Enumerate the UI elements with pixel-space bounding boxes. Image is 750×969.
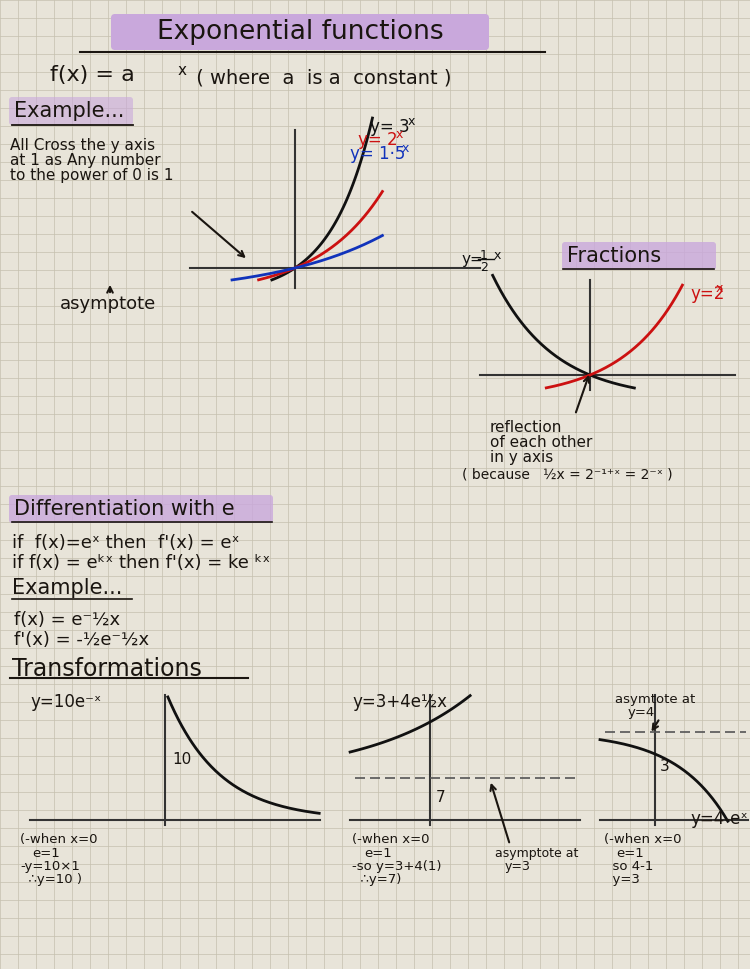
Text: y= 1·5: y= 1·5	[350, 145, 405, 163]
Text: x: x	[494, 249, 501, 262]
Text: ∴y=10 ): ∴y=10 )	[20, 873, 82, 886]
Text: 3: 3	[660, 759, 670, 774]
Text: asymptote at: asymptote at	[495, 847, 578, 860]
Text: y=4: y=4	[628, 706, 656, 719]
FancyBboxPatch shape	[9, 495, 273, 523]
Text: y=3: y=3	[505, 860, 531, 873]
Text: f'(x) = -½e⁻½x: f'(x) = -½e⁻½x	[14, 631, 149, 649]
Text: y= 2: y= 2	[358, 131, 398, 149]
Text: y=2: y=2	[690, 285, 724, 303]
Text: ( because   ½x = 2⁻¹⁺ˣ = 2⁻ˣ ): ( because ½x = 2⁻¹⁺ˣ = 2⁻ˣ )	[462, 467, 673, 481]
Text: if  f(x)=eˣ then  f'(x) = eˣ: if f(x)=eˣ then f'(x) = eˣ	[12, 534, 239, 552]
Text: x: x	[178, 63, 187, 78]
Text: (-when x=0: (-when x=0	[352, 833, 430, 846]
Text: x: x	[396, 128, 404, 141]
Text: Exponential functions: Exponential functions	[157, 19, 443, 45]
Text: x: x	[402, 142, 410, 155]
Text: (-when x=0: (-when x=0	[604, 833, 682, 846]
Text: y=10e⁻ˣ: y=10e⁻ˣ	[30, 693, 101, 711]
Text: reflection: reflection	[490, 420, 562, 435]
Text: y=4-eˣ: y=4-eˣ	[690, 810, 748, 828]
Text: in y axis: in y axis	[490, 450, 554, 465]
Text: 2: 2	[480, 261, 488, 274]
Text: at 1 as Any number: at 1 as Any number	[10, 153, 160, 168]
Text: y= 3: y= 3	[370, 118, 410, 136]
Text: y=3: y=3	[604, 873, 640, 886]
Text: of each other: of each other	[490, 435, 592, 450]
Text: f(x) = e⁻½x: f(x) = e⁻½x	[14, 611, 120, 629]
FancyBboxPatch shape	[9, 97, 133, 125]
Text: y=3+4e½x: y=3+4e½x	[352, 693, 447, 711]
Text: ( where  a  is a  constant ): ( where a is a constant )	[190, 68, 452, 87]
Text: 7: 7	[436, 790, 445, 805]
Text: Differentiation with e: Differentiation with e	[14, 499, 235, 519]
Text: so 4-1: so 4-1	[604, 860, 653, 873]
Text: e=1: e=1	[616, 847, 644, 860]
FancyBboxPatch shape	[562, 242, 716, 270]
Text: asymptote: asymptote	[60, 295, 156, 313]
Text: y=: y=	[462, 252, 484, 267]
Text: Transformations: Transformations	[12, 657, 202, 681]
Text: 10: 10	[172, 752, 191, 767]
Text: e=1: e=1	[364, 847, 392, 860]
Text: -y=10×1: -y=10×1	[20, 860, 80, 873]
Text: All Cross the y axis: All Cross the y axis	[10, 138, 155, 153]
Text: x: x	[408, 115, 416, 128]
FancyBboxPatch shape	[111, 14, 489, 50]
Text: (-when x=0: (-when x=0	[20, 833, 98, 846]
Text: Example...: Example...	[14, 101, 125, 121]
Text: Example...: Example...	[12, 578, 122, 598]
Text: 1: 1	[480, 249, 488, 262]
Text: asymtote at: asymtote at	[615, 693, 695, 706]
Text: if f(x) = eᵏˣ then f'(x) = ke ᵏˣ: if f(x) = eᵏˣ then f'(x) = ke ᵏˣ	[12, 554, 270, 572]
Text: e=1: e=1	[32, 847, 60, 860]
Text: ∴y=7): ∴y=7)	[352, 873, 401, 886]
Text: Fractions: Fractions	[567, 246, 662, 266]
Text: to the power of 0 is 1: to the power of 0 is 1	[10, 168, 173, 183]
Text: -so y=3+4(1): -so y=3+4(1)	[352, 860, 442, 873]
Text: x: x	[716, 282, 723, 295]
Text: f(x) = a: f(x) = a	[50, 65, 135, 85]
